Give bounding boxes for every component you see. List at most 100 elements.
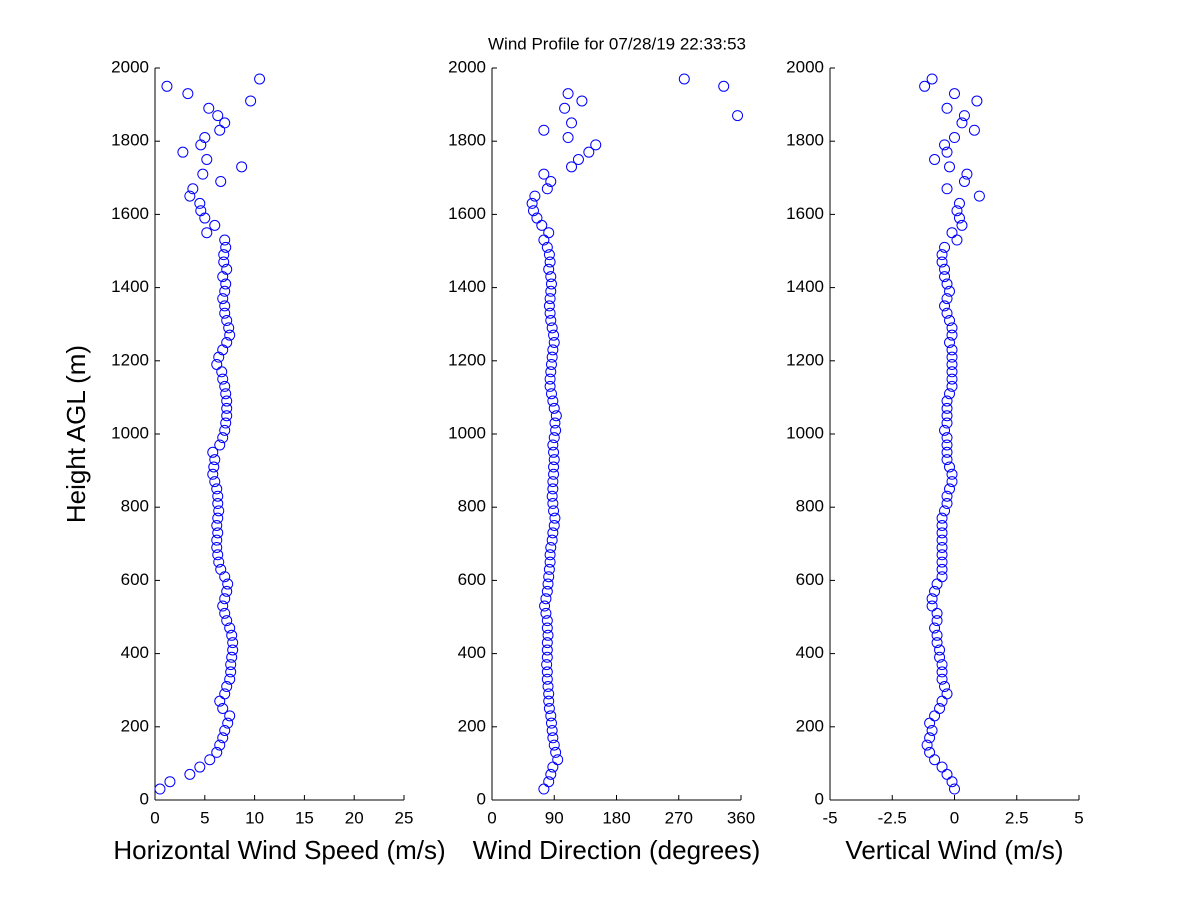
- point: [548, 329, 560, 341]
- point: [946, 322, 958, 334]
- point: [941, 432, 953, 444]
- point: [219, 380, 231, 392]
- point: [926, 724, 938, 736]
- point: [221, 395, 233, 407]
- point: [546, 322, 558, 334]
- point: [221, 585, 233, 597]
- point: [550, 410, 562, 422]
- y-tick-label: 600: [121, 570, 149, 589]
- point: [936, 571, 948, 583]
- point: [219, 300, 231, 312]
- point: [538, 168, 550, 180]
- point: [718, 80, 730, 92]
- point: [936, 534, 948, 546]
- point: [944, 315, 956, 327]
- point: [936, 256, 948, 268]
- x-tick-label: 5: [200, 808, 209, 827]
- point: [541, 615, 553, 627]
- point: [548, 454, 560, 466]
- y-tick-label: 2000: [786, 57, 824, 76]
- point: [953, 212, 965, 224]
- point: [931, 615, 943, 627]
- x-tick-label: 180: [602, 808, 630, 827]
- y-tick-label: 1600: [448, 204, 486, 223]
- x-tick-label: 270: [665, 808, 693, 827]
- point: [545, 388, 557, 400]
- y-tick-label: 1000: [786, 423, 824, 442]
- point: [214, 739, 226, 751]
- point: [941, 688, 953, 700]
- y-tick-label: 1200: [111, 350, 149, 369]
- point: [545, 366, 557, 378]
- point: [562, 88, 574, 100]
- y-tick-label: 800: [796, 497, 824, 516]
- point: [936, 761, 948, 773]
- point: [540, 607, 552, 619]
- point: [541, 622, 553, 634]
- y-tick-label: 0: [815, 789, 824, 808]
- y-tick-label: 800: [458, 497, 486, 516]
- point: [208, 461, 220, 473]
- x-axis-label: Wind Direction (degrees): [473, 835, 761, 865]
- point: [545, 710, 557, 722]
- point: [939, 241, 951, 253]
- y-tick-label: 200: [796, 716, 824, 735]
- y-tick-label: 0: [477, 789, 486, 808]
- point: [559, 102, 571, 114]
- point: [182, 88, 194, 100]
- point: [203, 102, 215, 114]
- point: [215, 563, 227, 575]
- point: [545, 717, 557, 729]
- point: [572, 154, 584, 165]
- point: [949, 88, 960, 100]
- point: [590, 139, 602, 151]
- point: [545, 315, 557, 327]
- point: [949, 132, 960, 144]
- point: [219, 607, 231, 619]
- point: [220, 278, 232, 290]
- point: [944, 388, 956, 400]
- point: [547, 732, 559, 744]
- point: [968, 124, 980, 136]
- point: [946, 227, 958, 239]
- point: [221, 681, 233, 693]
- y-tick-label: 1600: [111, 204, 149, 223]
- x-tick-label: 2.5: [1005, 808, 1029, 827]
- point: [929, 754, 941, 766]
- point: [544, 293, 556, 305]
- point: [217, 432, 229, 444]
- x-tick-label: 25: [395, 808, 414, 827]
- point: [542, 681, 554, 693]
- y-tick-label: 1800: [111, 131, 149, 150]
- x-tick-label: 0: [950, 808, 959, 827]
- point: [217, 293, 229, 305]
- point: [544, 549, 556, 561]
- point: [547, 527, 559, 539]
- point: [946, 366, 958, 378]
- point: [941, 490, 953, 502]
- point: [941, 146, 953, 158]
- x-tick-label: 20: [345, 808, 364, 827]
- point: [219, 285, 231, 297]
- point: [941, 768, 953, 780]
- point: [221, 615, 233, 627]
- point: [548, 739, 560, 751]
- point: [195, 139, 207, 151]
- point: [225, 666, 237, 678]
- point: [541, 644, 553, 656]
- point: [946, 468, 958, 480]
- point: [212, 498, 224, 510]
- point: [934, 644, 946, 656]
- point: [944, 337, 956, 348]
- point: [222, 717, 234, 729]
- point: [547, 395, 559, 407]
- point: [926, 73, 938, 85]
- point: [545, 278, 557, 290]
- point: [226, 651, 238, 663]
- point: [544, 307, 556, 319]
- point: [224, 710, 236, 722]
- point: [219, 593, 231, 605]
- point: [732, 110, 744, 122]
- point: [936, 563, 948, 575]
- point: [931, 607, 943, 619]
